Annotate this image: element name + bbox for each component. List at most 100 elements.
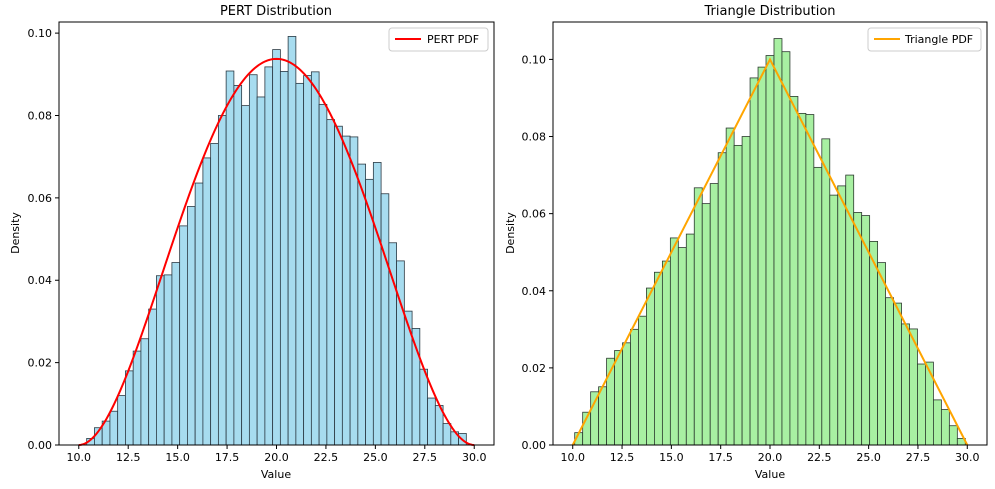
x-axis-title: Value <box>261 468 291 481</box>
legend: Triangle PDF <box>867 27 982 52</box>
histogram-bar <box>813 166 823 446</box>
histogram-bar <box>781 51 791 446</box>
x-tick-label: 25.0 <box>856 451 881 464</box>
x-tick-label: 25.0 <box>363 451 388 464</box>
histogram-bar <box>741 136 751 446</box>
histogram-bar <box>427 397 436 446</box>
histogram-bar <box>733 144 743 446</box>
histogram-bar <box>163 274 173 446</box>
histogram-bar <box>117 395 126 446</box>
x-tick-label: 30.0 <box>462 451 487 464</box>
pdf-line <box>78 57 475 446</box>
histogram-bar <box>885 297 894 446</box>
histogram-bar <box>677 247 687 446</box>
y-tick-label: 0.02 <box>522 362 547 375</box>
histogram-bar <box>132 350 142 446</box>
x-tick-label: 20.0 <box>264 451 289 464</box>
histogram-bar <box>186 206 196 446</box>
histogram-bar <box>661 260 671 446</box>
legend-label: Triangle PDF <box>904 33 973 46</box>
histogram-bar <box>701 203 711 446</box>
histogram-bar <box>933 399 942 446</box>
histogram-bar <box>893 302 902 446</box>
y-tick-label: 0.08 <box>522 131 547 144</box>
y-axis-title: Density <box>504 212 517 254</box>
histogram-bar <box>638 315 647 446</box>
x-tick-label: 17.5 <box>708 451 733 464</box>
x-tick-label: 30.0 <box>955 451 980 464</box>
x-tick-label: 27.5 <box>413 451 438 464</box>
histogram-bar <box>380 193 390 446</box>
histogram-bar <box>877 262 886 446</box>
histogram-bar <box>749 77 759 446</box>
histogram-bar <box>646 287 655 446</box>
histogram-bar <box>948 425 958 446</box>
histogram-bar <box>725 127 735 446</box>
histogram-bar <box>256 96 266 446</box>
histogram-bar <box>442 423 452 446</box>
y-axis-title: Density <box>9 212 22 254</box>
histogram-bar <box>233 85 243 446</box>
x-tick-label: 20.0 <box>758 451 783 464</box>
histogram-bar <box>669 237 679 446</box>
chart-title: Triangle Distribution <box>703 4 835 19</box>
histogram-bar <box>372 162 382 446</box>
x-tick-label: 27.5 <box>906 451 931 464</box>
triangle-chart: Triangle Distribution 10.0 12.5 15.0 17.5 20… <box>504 4 988 481</box>
y-tick-label: 0.06 <box>522 208 547 221</box>
histogram-bar <box>202 157 212 446</box>
histogram-bar <box>717 152 727 446</box>
pdf-line <box>571 57 969 446</box>
histogram-bar <box>217 115 227 446</box>
y-axis-ticks: 0.00 0.02 0.04 0.06 0.08 0.10 <box>28 27 59 452</box>
y-tick-label: 0.02 <box>28 357 53 370</box>
histogram-bar <box>341 135 351 446</box>
legend-box <box>388 27 489 52</box>
histogram-bar <box>773 38 783 446</box>
histogram-bar <box>837 185 847 446</box>
histogram-bar <box>614 350 623 446</box>
histogram-bar <box>264 66 274 446</box>
histogram-bar <box>901 323 910 446</box>
histogram-bar <box>109 410 119 446</box>
histogram-bar <box>797 112 807 446</box>
histogram-bar <box>148 308 157 446</box>
histogram-bar <box>765 55 775 446</box>
histogram-bar <box>685 233 695 446</box>
y-tick-label: 0.04 <box>28 274 53 287</box>
legend-box <box>867 27 982 52</box>
histogram-bar <box>419 368 428 446</box>
histogram-bar <box>279 71 289 446</box>
histogram-bar <box>326 119 336 446</box>
x-tick-label: 22.5 <box>807 451 832 464</box>
histogram-bar <box>310 71 320 446</box>
histogram-bar <box>693 187 703 446</box>
histogram-bar <box>140 338 150 446</box>
histogram-bar <box>303 75 312 446</box>
y-tick-label: 0.04 <box>522 285 547 298</box>
histogram-bar <box>156 275 165 446</box>
y-tick-label: 0.08 <box>28 109 53 122</box>
x-tick-label: 17.5 <box>215 451 240 464</box>
chart-title: PERT Distribution <box>220 4 332 19</box>
histogram-bar <box>241 105 250 446</box>
histogram-bar <box>287 36 297 446</box>
histogram-bar <box>853 212 863 446</box>
histogram-bar <box>171 262 181 446</box>
histogram-bar <box>598 386 607 446</box>
histogram-bar <box>318 103 328 446</box>
histogram-bar <box>917 363 926 446</box>
histogram-bar <box>295 82 305 446</box>
histogram-bar <box>630 328 639 446</box>
x-axis-ticks: 10.0 12.5 15.0 17.5 20.0 22.5 25.0 27.5 30.0 <box>560 445 980 464</box>
histogram-bar <box>349 136 359 446</box>
histogram-bar <box>248 74 258 446</box>
histogram-bar <box>194 182 204 446</box>
histogram-bars <box>86 36 467 446</box>
y-tick-label: 0.00 <box>522 439 547 452</box>
x-tick-label: 10.0 <box>67 451 92 464</box>
x-axis-title: Value <box>755 468 785 481</box>
y-axis-ticks: 0.00 0.02 0.04 0.06 0.08 0.10 <box>522 53 553 452</box>
x-tick-label: 10.0 <box>560 451 585 464</box>
y-tick-label: 0.06 <box>28 192 53 205</box>
